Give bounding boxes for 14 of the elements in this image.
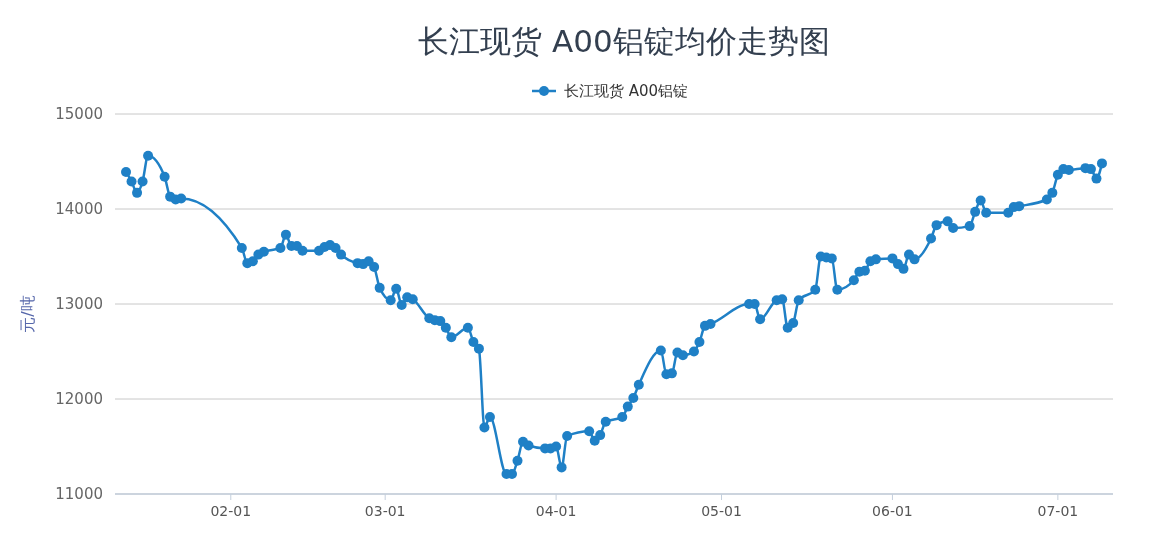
- y-tick-label: 15000: [55, 105, 103, 123]
- x-tick-label: 05-01: [701, 503, 742, 519]
- y-tick-label: 13000: [55, 295, 103, 313]
- x-tick-label: 04-01: [535, 503, 577, 519]
- x-tick-label: 06-01: [872, 503, 913, 519]
- x-tick-label: 03-01: [364, 503, 406, 519]
- legend-label: 长江现货 A00铝锭: [564, 82, 689, 100]
- y-tick-label: 12000: [55, 390, 103, 408]
- y-axis-title: 元/吨: [18, 295, 37, 333]
- x-tick-label: 02-01: [210, 503, 252, 519]
- chart-title: 长江现货 A00铝锭均价走势图: [418, 23, 830, 59]
- y-tick-label: 14000: [55, 200, 103, 218]
- x-tick-label: 07-01: [1037, 503, 1079, 519]
- y-tick-label: 11000: [55, 485, 103, 503]
